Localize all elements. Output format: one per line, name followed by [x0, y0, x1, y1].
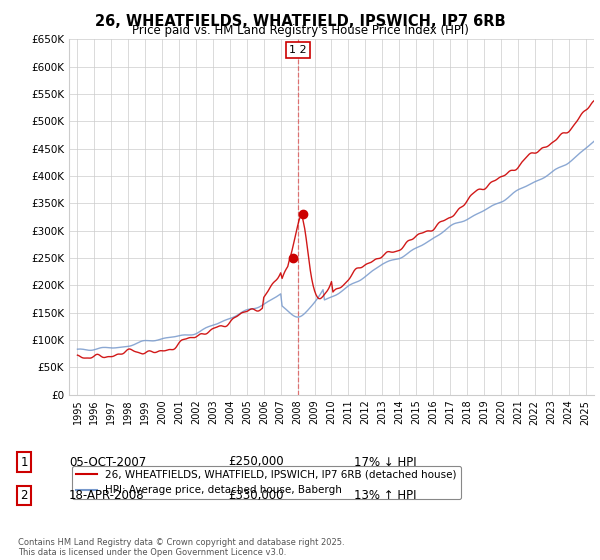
- Text: £330,000: £330,000: [228, 489, 284, 502]
- Text: £250,000: £250,000: [228, 455, 284, 469]
- Text: Price paid vs. HM Land Registry's House Price Index (HPI): Price paid vs. HM Land Registry's House …: [131, 24, 469, 37]
- Text: 1: 1: [20, 455, 28, 469]
- Legend: 26, WHEATFIELDS, WHATFIELD, IPSWICH, IP7 6RB (detached house), HPI: Average pric: 26, WHEATFIELDS, WHATFIELD, IPSWICH, IP7…: [71, 466, 461, 500]
- Text: Contains HM Land Registry data © Crown copyright and database right 2025.
This d: Contains HM Land Registry data © Crown c…: [18, 538, 344, 557]
- Text: 26, WHEATFIELDS, WHATFIELD, IPSWICH, IP7 6RB: 26, WHEATFIELDS, WHATFIELD, IPSWICH, IP7…: [95, 14, 505, 29]
- Text: 18-APR-2008: 18-APR-2008: [69, 489, 145, 502]
- Text: 17% ↓ HPI: 17% ↓ HPI: [354, 455, 416, 469]
- Text: 1 2: 1 2: [289, 45, 307, 55]
- Text: 13% ↑ HPI: 13% ↑ HPI: [354, 489, 416, 502]
- Text: 05-OCT-2007: 05-OCT-2007: [69, 455, 146, 469]
- Text: 2: 2: [20, 489, 28, 502]
